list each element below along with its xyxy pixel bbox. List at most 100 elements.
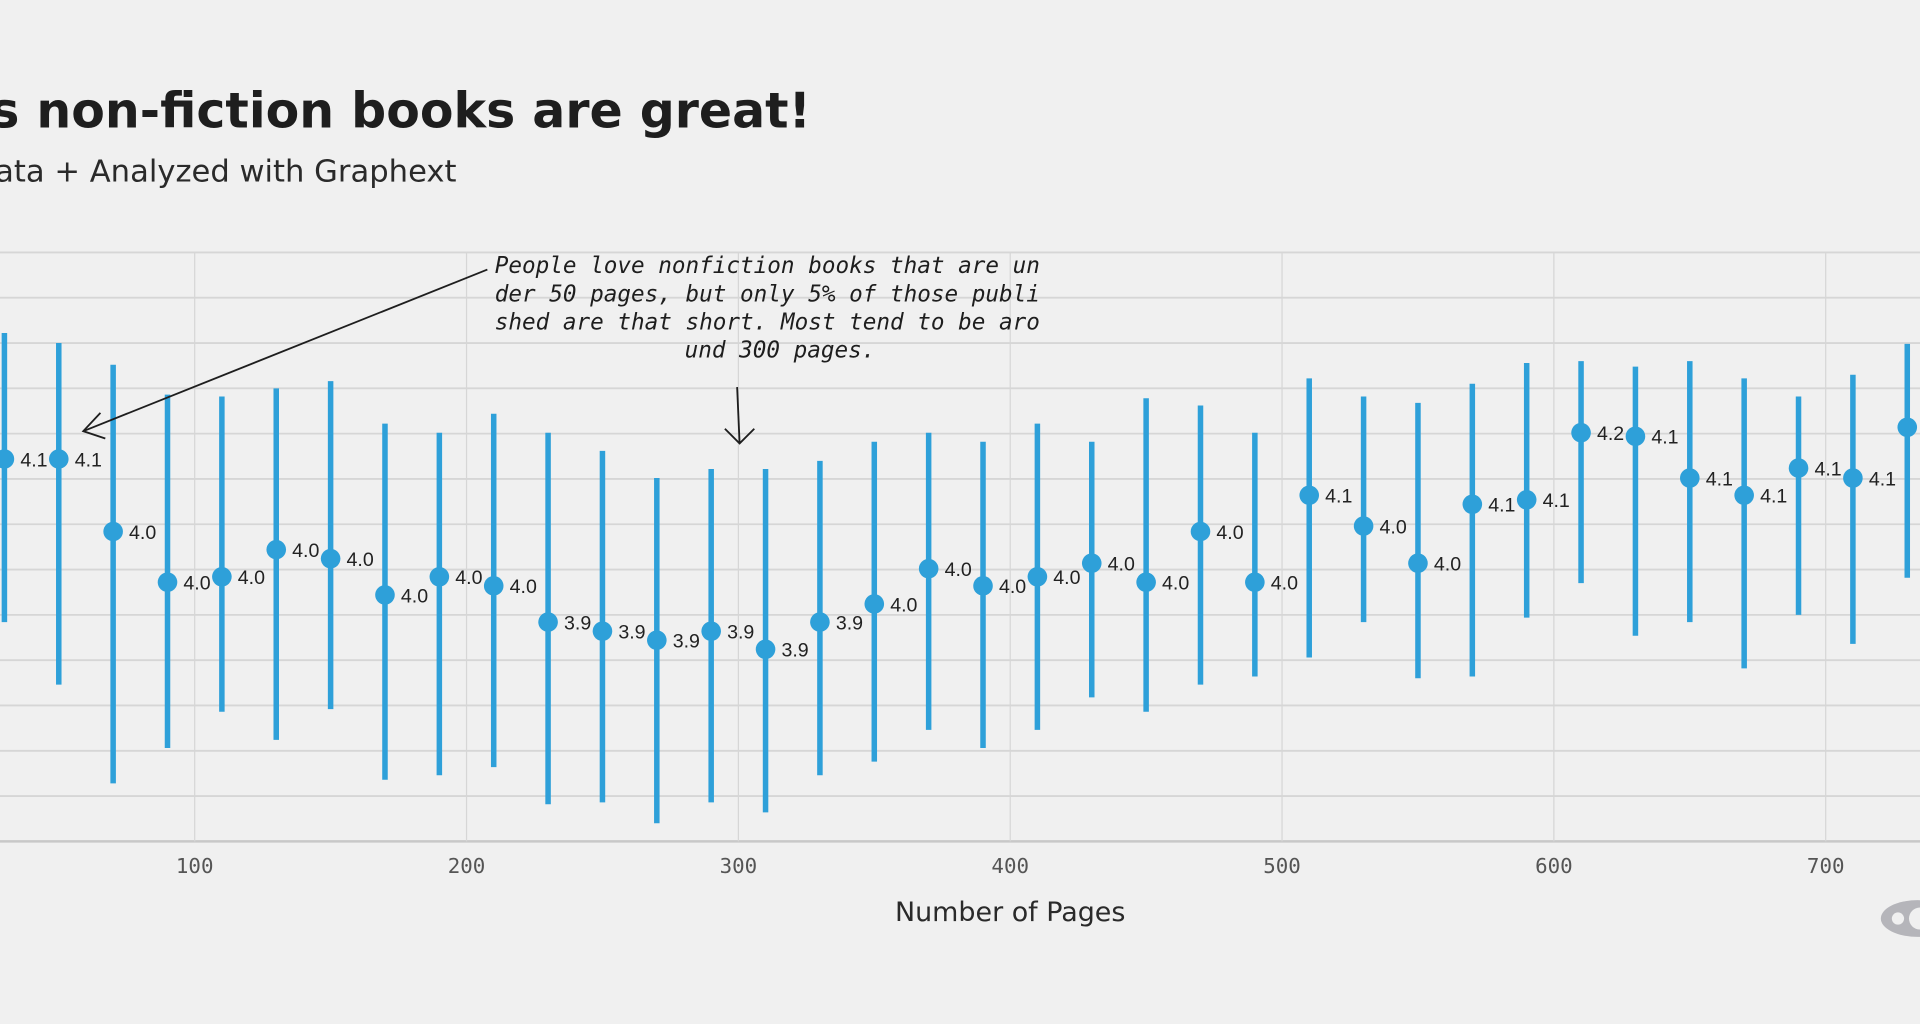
chart-subtitle: ata + Analyzed with Graphext xyxy=(0,154,456,189)
data-point[interactable] xyxy=(212,567,232,587)
data-point-group: 4.0 xyxy=(103,364,156,784)
x-tick-label: 100 xyxy=(176,854,214,878)
data-point-group: 3.9 xyxy=(647,478,700,824)
data-label: 4.0 xyxy=(1380,516,1407,538)
data-point-group: 4.0 xyxy=(483,413,537,768)
x-tick-label: 700 xyxy=(1807,854,1845,878)
data-label: 4.1 xyxy=(1543,490,1570,512)
data-point[interactable] xyxy=(0,449,15,469)
data-point[interactable] xyxy=(157,572,178,593)
data-label: 4.0 xyxy=(1162,573,1189,595)
data-point[interactable] xyxy=(483,576,504,596)
data-point-group: 4.1 xyxy=(1625,366,1679,636)
data-point[interactable] xyxy=(375,585,395,605)
data-point[interactable] xyxy=(1190,521,1211,542)
data-point[interactable] xyxy=(1843,468,1863,488)
x-axis-label: Number of Pages xyxy=(895,897,1125,928)
data-point[interactable] xyxy=(1680,468,1700,488)
data-label: 3.9 xyxy=(618,622,645,644)
data-label: 4.0 xyxy=(510,576,537,598)
data-point-group: 3.9 xyxy=(592,450,646,803)
x-tick-label: 500 xyxy=(1263,854,1301,878)
data-label: 4.1 xyxy=(1814,458,1841,480)
data-label: 3.9 xyxy=(836,612,863,634)
data-point-group: 4.0 xyxy=(973,441,1026,749)
data-point-group: 4.0 xyxy=(1136,398,1189,712)
annotation-arrow-down xyxy=(724,387,755,445)
data-label: 4.1 xyxy=(1869,468,1896,490)
data-label: 4.0 xyxy=(1216,522,1243,544)
data-point[interactable] xyxy=(1299,485,1320,506)
data-label: 4.1 xyxy=(75,449,102,471)
data-point[interactable] xyxy=(1788,458,1809,478)
data-point-group: 4.1 xyxy=(1734,378,1787,669)
data-point[interactable] xyxy=(1734,485,1754,506)
annotation-line: People love nonfiction books that are un xyxy=(495,253,1040,279)
data-label: 4.0 xyxy=(1053,567,1080,589)
data-point[interactable] xyxy=(1245,572,1265,593)
annotation-line: und 300 pages. xyxy=(685,338,876,364)
data-label: 4.0 xyxy=(292,540,319,562)
data-point[interactable] xyxy=(1136,572,1156,593)
data-point[interactable] xyxy=(1571,422,1591,443)
data-point-group: 4.1 xyxy=(1788,396,1842,615)
data-point-group: 4.1 xyxy=(1843,374,1896,644)
data-point[interactable] xyxy=(1353,516,1374,536)
data-point-group: 3.9 xyxy=(701,468,754,803)
data-point[interactable] xyxy=(1462,494,1483,515)
x-tick-label: 300 xyxy=(720,854,758,878)
data-point[interactable] xyxy=(1408,553,1428,574)
data-point[interactable] xyxy=(1081,553,1102,574)
data-point-group: 4.0 xyxy=(320,381,374,710)
data-point[interactable] xyxy=(918,558,939,579)
data-point[interactable] xyxy=(429,567,450,587)
data-point-group: 4.1 xyxy=(1680,361,1733,623)
data-label: 3.9 xyxy=(564,612,591,634)
annotation: People love nonfiction books that are un… xyxy=(81,253,1040,445)
data-point[interactable] xyxy=(1625,426,1646,447)
annotation-arrow-left xyxy=(81,268,488,440)
data-point[interactable] xyxy=(48,449,69,469)
data-point[interactable] xyxy=(864,594,885,614)
data-label: 4.0 xyxy=(945,559,972,581)
data-point-group: 4.0 xyxy=(1408,402,1461,679)
data-label: 4.0 xyxy=(1271,573,1298,595)
data-point-group: 4.0 xyxy=(918,432,972,730)
data-point[interactable] xyxy=(538,612,558,632)
data-point[interactable] xyxy=(1027,567,1048,587)
data-point[interactable] xyxy=(701,621,721,641)
data-point[interactable] xyxy=(266,539,287,560)
data-point-group: 4.0 xyxy=(375,423,428,780)
data-point[interactable] xyxy=(647,630,667,651)
data-label: 4.2 xyxy=(1597,423,1624,445)
chart-title: s non-fiction books are great! xyxy=(0,83,811,140)
x-tick-label: 200 xyxy=(448,854,486,878)
data-point-group: 4.0 xyxy=(864,441,918,762)
data-label: 4.0 xyxy=(183,573,210,595)
data-point[interactable] xyxy=(1897,417,1918,438)
data-label: 4.0 xyxy=(401,585,428,607)
data-point[interactable] xyxy=(810,612,830,632)
data-point-group: 4.1 xyxy=(1299,378,1352,658)
data-point-group: 4.0 xyxy=(429,432,483,776)
data-point-group: 3.9 xyxy=(538,432,591,805)
data-point[interactable] xyxy=(592,621,613,641)
data-point-group: 4.0 xyxy=(157,394,211,749)
data-point-group: 4.1 xyxy=(48,343,102,685)
data-point[interactable] xyxy=(973,576,993,596)
data-point[interactable] xyxy=(103,521,123,542)
data-point-group: 4.0 xyxy=(1190,405,1244,685)
data-point[interactable] xyxy=(1516,489,1537,510)
data-point-group: 4.0 xyxy=(212,396,265,712)
data-point[interactable] xyxy=(755,639,776,660)
data-point-group xyxy=(1897,343,1918,578)
data-label: 4.0 xyxy=(1434,554,1461,576)
data-label: 4.1 xyxy=(1651,427,1678,449)
data-label: 3.9 xyxy=(781,640,808,662)
data-label: 4.0 xyxy=(890,594,917,616)
data-label: 3.9 xyxy=(673,631,700,653)
data-point[interactable] xyxy=(320,548,341,569)
data-point-group: 3.9 xyxy=(755,468,809,813)
data-marks: 4.1 4.1 4.0 4.0 4.0 4.0 4.0 4.0 4.0 4.0 3.9 3.9 3.9 3… xyxy=(0,333,1918,824)
x-tick-label: 600 xyxy=(1535,854,1573,878)
